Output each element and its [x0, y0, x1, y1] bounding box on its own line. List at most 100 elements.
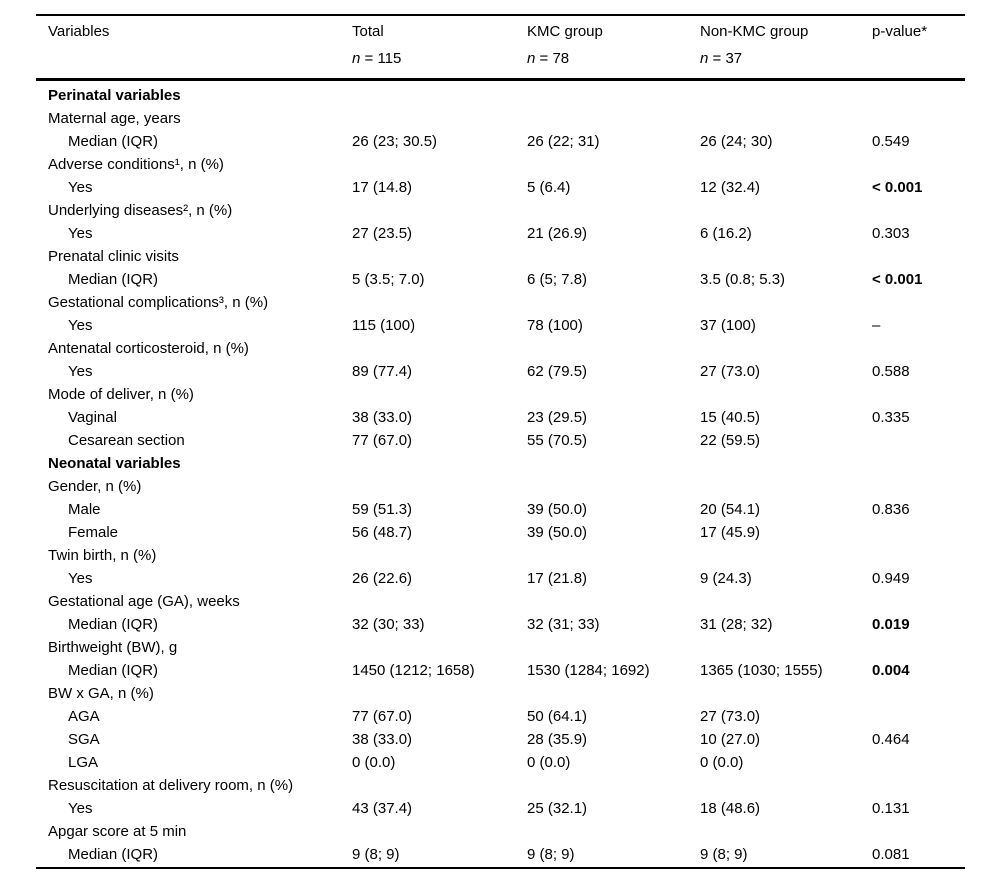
table-row: Gestational age (GA), weeks: [48, 590, 965, 613]
cell-pvalue: [872, 337, 965, 360]
table-row: Gestational complications³, n (%): [48, 291, 965, 314]
cell-nonkmc: [700, 544, 872, 567]
cell-total: 43 (37.4): [352, 800, 413, 817]
table-row: AGA 77 (67.0) 50 (64.1) 27 (73.0): [48, 705, 965, 728]
row-label: Yes: [68, 179, 93, 196]
cell-total: 32 (30; 33): [352, 616, 425, 633]
table-row: Yes 26 (22.6) 17 (21.8) 9 (24.3) 0.949: [48, 567, 965, 590]
cell-pvalue: [872, 682, 965, 705]
row-label: Median (IQR): [68, 846, 159, 863]
table-row: Underlying diseases², n (%): [48, 199, 965, 222]
cell-nonkmc: 10 (27.0): [700, 731, 761, 748]
cell-nonkmc: 6 (16.2): [700, 225, 752, 242]
cell-nonkmc: 37 (100): [700, 317, 756, 334]
cell-total: 89 (77.4): [352, 363, 413, 380]
cell-total: [352, 84, 527, 107]
row-label: BW x GA, n (%): [48, 685, 154, 702]
table-row: Median (IQR) 32 (30; 33) 32 (31; 33) 31 (28…: [48, 613, 965, 636]
cell-total: [352, 774, 527, 797]
table-row: Apgar score at 5 min: [48, 820, 965, 843]
table-body: Perinatal variables Maternal age, years Me…: [36, 81, 965, 869]
cell-nonkmc: [700, 452, 872, 475]
cell-nonkmc: 12 (32.4): [700, 179, 761, 196]
cell-pvalue: [872, 199, 965, 222]
row-label: AGA: [68, 708, 100, 725]
table-row: Neonatal variables: [48, 452, 965, 475]
column-header-pvalue: p-value*: [872, 22, 965, 42]
cell-kmc: [527, 820, 700, 843]
cell-total: [352, 383, 527, 406]
cell-kmc: 0 (0.0): [527, 754, 571, 771]
row-label: Yes: [68, 363, 93, 380]
cell-pvalue: [872, 84, 965, 107]
cell-total: 1450 (1212; 1658): [352, 662, 475, 679]
cell-pvalue: [872, 429, 965, 452]
cell-nonkmc: [700, 153, 872, 176]
table-row: Antenatal corticosteroid, n (%): [48, 337, 965, 360]
n-value: = 78: [535, 50, 570, 67]
cell-pvalue: –: [872, 317, 881, 334]
n-symbol: n: [527, 50, 536, 67]
row-label: SGA: [68, 731, 100, 748]
cell-pvalue: 0.335: [872, 409, 910, 426]
row-label: Twin birth, n (%): [48, 547, 157, 564]
cell-nonkmc: 3.5 (0.8; 5.3): [700, 271, 786, 288]
table-row: BW x GA, n (%): [48, 682, 965, 705]
table-row: Median (IQR) 26 (23; 30.5) 26 (22; 31) 26 (…: [48, 130, 965, 153]
cell-kmc: 23 (29.5): [527, 409, 588, 426]
column-header-kmc: KMC group: [527, 22, 700, 42]
cell-nonkmc: [700, 199, 872, 222]
cell-total: 5 (3.5; 7.0): [352, 271, 425, 288]
cell-pvalue: [872, 383, 965, 406]
cell-kmc: 39 (50.0): [527, 524, 588, 541]
cell-kmc: [527, 682, 700, 705]
table-row: Resuscitation at delivery room, n (%): [48, 774, 965, 797]
cell-kmc: [527, 245, 700, 268]
cell-nonkmc: [700, 245, 872, 268]
table-row: Vaginal 38 (33.0) 23 (29.5) 15 (40.5) 0.335: [48, 406, 965, 429]
cell-total: 27 (23.5): [352, 225, 413, 242]
row-label: Median (IQR): [68, 662, 159, 679]
cell-nonkmc: 22 (59.5): [700, 432, 761, 449]
cell-kmc: 21 (26.9): [527, 225, 588, 242]
cell-pvalue: [872, 774, 965, 797]
table-row: Cesarean section 77 (67.0) 55 (70.5) 22 (59…: [48, 429, 965, 452]
table-row: LGA 0 (0.0) 0 (0.0) 0 (0.0): [48, 751, 965, 774]
row-label: Vaginal: [68, 409, 117, 426]
cell-pvalue: [872, 544, 965, 567]
cell-total: [352, 199, 527, 222]
row-label: Yes: [68, 800, 93, 817]
cell-total: 59 (51.3): [352, 501, 413, 518]
cell-nonkmc: [700, 774, 872, 797]
cell-pvalue: [872, 705, 965, 728]
cell-nonkmc: 1365 (1030; 1555): [700, 662, 823, 679]
cell-kmc: [527, 107, 700, 130]
cell-pvalue: [872, 590, 965, 613]
cell-pvalue: [872, 751, 965, 774]
cell-pvalue: < 0.001: [872, 271, 923, 288]
cell-total: [352, 682, 527, 705]
cell-pvalue: 0.303: [872, 225, 910, 242]
row-label: Mode of deliver, n (%): [48, 386, 194, 403]
table-row: Birthweight (BW), g: [48, 636, 965, 659]
row-label: LGA: [68, 754, 99, 771]
cell-nonkmc: [700, 337, 872, 360]
table-row: Yes 43 (37.4) 25 (32.1) 18 (48.6) 0.131: [48, 797, 965, 820]
cell-kmc: 62 (79.5): [527, 363, 588, 380]
column-header-label: KMC group: [527, 23, 603, 40]
cell-total: [352, 820, 527, 843]
cell-total: 0 (0.0): [352, 754, 396, 771]
column-header-label: Non-KMC group: [700, 23, 809, 40]
cell-total: 26 (22.6): [352, 570, 413, 587]
cell-kmc: 1530 (1284; 1692): [527, 662, 650, 679]
table-row: Gender, n (%): [48, 475, 965, 498]
row-label: Median (IQR): [68, 616, 159, 633]
cell-kmc: 17 (21.8): [527, 570, 588, 587]
row-label: Prenatal clinic visits: [48, 248, 179, 265]
cell-kmc: [527, 544, 700, 567]
table-row: Median (IQR) 1450 (1212; 1658) 1530 (1284;…: [48, 659, 965, 682]
cell-total: 77 (67.0): [352, 708, 413, 725]
cell-total: 38 (33.0): [352, 409, 413, 426]
n-value: = 115: [360, 50, 402, 67]
cell-nonkmc: [700, 107, 872, 130]
